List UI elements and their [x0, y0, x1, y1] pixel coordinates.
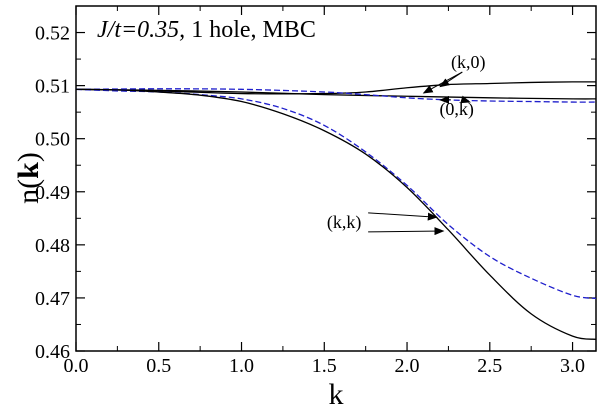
- annotations: (k,0) (0,k) (k,k): [327, 52, 486, 236]
- x-tick-label: 1.5: [312, 355, 337, 377]
- x-tick-label: 2.0: [395, 355, 420, 377]
- series-group: [75, 81, 597, 340]
- y-tick-label: 0.48: [35, 235, 70, 257]
- series-line-1: [75, 81, 597, 95]
- series-line-2: [75, 88, 597, 100]
- y-axis-title-bold: k: [12, 162, 45, 179]
- y-tick-label: 0.49: [35, 182, 70, 204]
- x-tick-label: 3.0: [560, 355, 585, 377]
- x-tick-label: 0.5: [146, 355, 171, 377]
- y-tick-label: 0.50: [35, 129, 70, 151]
- title-italic-part: J/t=0.35,: [97, 17, 185, 43]
- y-tick-label: 0.52: [35, 23, 70, 45]
- annotation-arrow: [460, 95, 471, 104]
- y-axis-title: n(k): [12, 152, 45, 204]
- annotation-label: (k,k): [327, 212, 362, 233]
- x-axis-title: k: [329, 378, 344, 411]
- series-line-3: [75, 88, 597, 103]
- y-tick-label: 0.51: [35, 76, 70, 98]
- y-axis-title-close: ): [12, 152, 45, 162]
- plot-frame: [75, 5, 597, 352]
- chart-title: J/t=0.35, 1 hole, MBC: [97, 17, 316, 43]
- x-tick-label: 1.0: [229, 355, 254, 377]
- series-line-5: [75, 88, 597, 340]
- x-tick-label: 0.0: [64, 355, 89, 377]
- annotation-arrow: [422, 71, 463, 94]
- y-axis-title-open: n(: [12, 179, 45, 204]
- axis-ticks: 0.0 0.5 1.0 1.5 2.0 2.5 3.0 0.46 0.47 0.48 0.49 0.5…: [35, 6, 596, 377]
- annotation-arrow: [368, 212, 438, 221]
- annotation-arrow: [439, 71, 463, 88]
- y-tick-label: 0.46: [35, 341, 70, 363]
- annotation-label: (0,k): [439, 99, 474, 120]
- annotation-arrow: [368, 227, 445, 236]
- y-tick-label: 0.47: [35, 288, 70, 310]
- annotation-label: (k,0): [451, 52, 486, 73]
- series-line-4: [75, 88, 597, 300]
- x-tick-label: 2.5: [477, 355, 502, 377]
- title-normal-part: 1 hole, MBC: [185, 17, 316, 43]
